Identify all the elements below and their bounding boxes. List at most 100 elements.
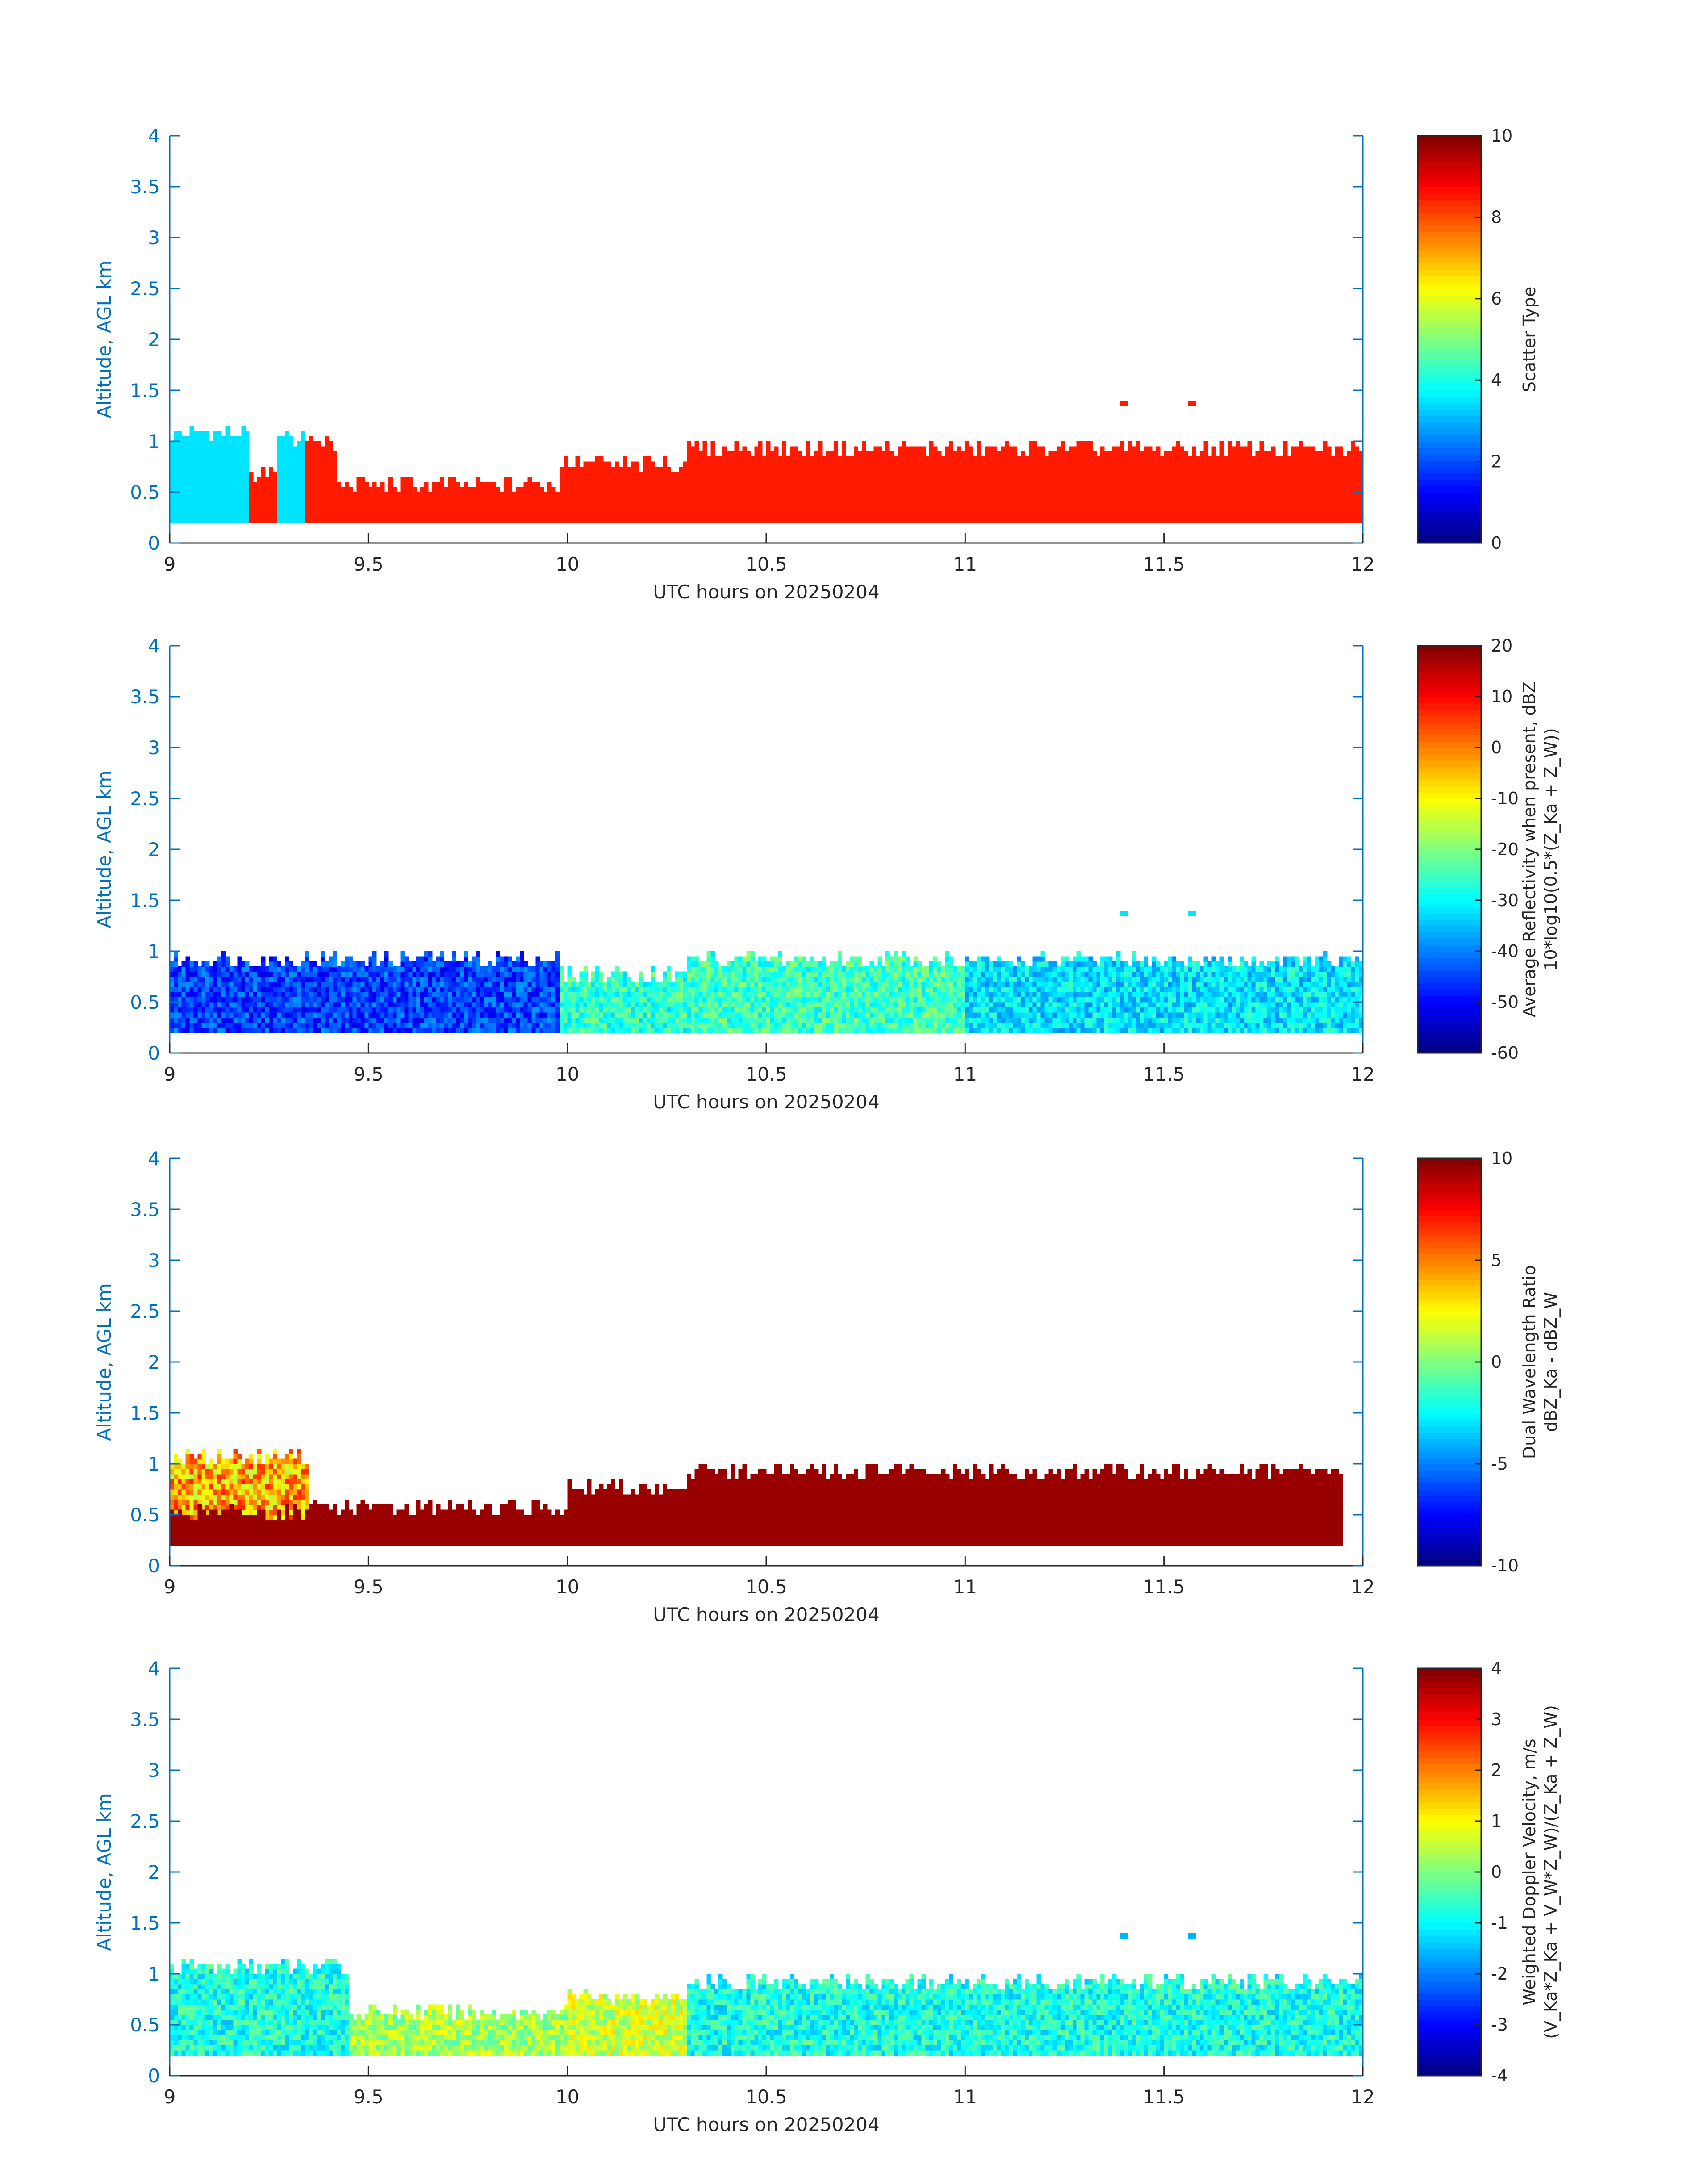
x-tick-label: 11.5 bbox=[1143, 2086, 1185, 2108]
y-tick-label: 1 bbox=[148, 430, 160, 452]
colorbar-sublabel: dBZ_Ka - dBZ_W bbox=[1541, 1292, 1561, 1432]
x-tick-label: 9.5 bbox=[354, 2086, 384, 2108]
y-tick-label: 3 bbox=[148, 227, 160, 249]
x-tick-label: 10 bbox=[555, 1576, 579, 1598]
y-tick-label: 0 bbox=[148, 1042, 160, 1064]
colorbar-label: Weighted Doppler Velocity, m/s bbox=[1520, 1738, 1539, 2005]
colorbar-tick-label: 10 bbox=[1491, 1149, 1512, 1168]
y-tick-label: 3 bbox=[148, 1759, 160, 1781]
colorbar-sublabel: 10*log10(0.5*(Z_Ka + Z_W)) bbox=[1541, 728, 1561, 971]
colorbar: -10 -5 0 5 10 Dual Wavelength Ratio dBZ_Ka - d… bbox=[1417, 1149, 1561, 1575]
y-tick-label: 1.5 bbox=[130, 890, 160, 911]
isolated-pixel bbox=[1120, 1933, 1128, 1939]
y-tick-label: 0 bbox=[148, 1555, 160, 1577]
x-tick-label: 11 bbox=[953, 1576, 977, 1598]
colorbar-tick-label: -60 bbox=[1491, 1043, 1519, 1063]
y-tick-label: 2.5 bbox=[130, 1810, 160, 1832]
isolated-pixel bbox=[1120, 910, 1128, 917]
y-tick-label: 3.5 bbox=[130, 1199, 160, 1220]
colorbar-tick-label: 0 bbox=[1491, 1352, 1502, 1372]
colorbar-label: Dual Wavelength Ratio bbox=[1520, 1265, 1539, 1459]
y-tick-label: 3.5 bbox=[130, 176, 160, 198]
y-tick-label: 1 bbox=[148, 940, 160, 962]
colorbar-tick-label: 0 bbox=[1491, 1862, 1502, 1882]
colorbar: -60 -50 -40 -30 -20 -10 0 10 20 Average Reflectiv… bbox=[1417, 636, 1561, 1063]
x-tick-label: 12 bbox=[1351, 1576, 1374, 1598]
y-tick-label: 3.5 bbox=[130, 686, 160, 708]
y-tick-label: 2 bbox=[148, 1861, 160, 1883]
x-tick-label: 9.5 bbox=[354, 1063, 384, 1085]
y-tick-label: 2.5 bbox=[130, 278, 160, 300]
y-tick-label: 1.5 bbox=[130, 1402, 160, 1424]
x-tick-label: 9 bbox=[164, 1063, 176, 1085]
x-tick-label: 9 bbox=[164, 553, 176, 575]
x-tick-label: 12 bbox=[1351, 1063, 1374, 1085]
colorbar-tick-label: 2 bbox=[1491, 1760, 1502, 1780]
x-tick-label: 11 bbox=[953, 553, 977, 575]
y-tick-label: 4 bbox=[148, 125, 160, 147]
colorbar: -4 -3 -2 -1 0 1 2 3 4 Weighted Doppler Velocity, … bbox=[1417, 1659, 1561, 2085]
colorbar-tick-label: -10 bbox=[1491, 789, 1519, 808]
x-tick-label: 9.5 bbox=[354, 553, 384, 575]
y-tick-label: 2.5 bbox=[130, 1300, 160, 1322]
isolated-pixel bbox=[1188, 910, 1196, 917]
colorbar-tick-label: -2 bbox=[1491, 1964, 1508, 1984]
colorbar-tick-label: 8 bbox=[1491, 207, 1502, 227]
colorbar-tick-label: 10 bbox=[1491, 687, 1512, 706]
y-tick-label: 0.5 bbox=[130, 1504, 160, 1526]
colorbar-tick-label: -10 bbox=[1491, 1556, 1519, 1575]
isolated-pixel bbox=[1188, 400, 1196, 407]
y-tick-label: 0.5 bbox=[130, 481, 160, 503]
colorbar-tick-label: 4 bbox=[1491, 1659, 1502, 1678]
colorbar-tick-label: 3 bbox=[1491, 1709, 1502, 1729]
x-tick-label: 9 bbox=[164, 2086, 176, 2108]
colorbar-tick-label: -4 bbox=[1491, 2066, 1508, 2085]
y-tick-label: 1 bbox=[148, 1963, 160, 1985]
x-tick-label: 10.5 bbox=[745, 1576, 787, 1598]
y-tick-label: 4 bbox=[148, 1658, 160, 1680]
colorbar-tick-label: 10 bbox=[1491, 126, 1512, 146]
x-axis-label: UTC hours on 20250204 bbox=[653, 581, 880, 603]
colorbar-tick-label: 6 bbox=[1491, 289, 1502, 309]
isolated-pixel bbox=[1120, 400, 1128, 407]
colorbar-sublabel: (V_Ka*Z_Ka + V_W*Z_W)/(Z_Ka + Z_W) bbox=[1541, 1705, 1561, 2039]
colorbar-tick-label: -30 bbox=[1491, 890, 1519, 910]
colorbar-tick-label: -50 bbox=[1491, 992, 1519, 1012]
colorbar-tick-label: 0 bbox=[1491, 738, 1502, 757]
colorbar-tick-label: -5 bbox=[1491, 1454, 1508, 1474]
x-tick-label: 10 bbox=[555, 2086, 579, 2108]
x-tick-label: 9.5 bbox=[354, 1576, 384, 1598]
x-tick-label: 10.5 bbox=[745, 1063, 787, 1085]
colorbar-tick-label: 0 bbox=[1491, 533, 1502, 553]
heatmap-cells bbox=[170, 1448, 1344, 1546]
y-tick-label: 0.5 bbox=[130, 991, 160, 1013]
y-axis-label: Altitude, AGL km bbox=[93, 1793, 115, 1951]
colorbar-label: Average Reflectivity when present, dBZ bbox=[1520, 681, 1539, 1017]
y-tick-label: 0.5 bbox=[130, 2014, 160, 2036]
x-tick-label: 11 bbox=[953, 1063, 977, 1085]
x-tick-label: 12 bbox=[1351, 553, 1374, 575]
colorbar-frame bbox=[1417, 135, 1482, 544]
colorbar-tick-label: 20 bbox=[1491, 636, 1512, 656]
y-tick-label: 2 bbox=[148, 1351, 160, 1373]
colorbar: 0 2 4 6 8 10 Scatter Type bbox=[1417, 126, 1539, 553]
colorbar-tick-label: -20 bbox=[1491, 840, 1519, 859]
x-tick-label: 11.5 bbox=[1143, 553, 1185, 575]
colorbar-label: Scatter Type bbox=[1520, 287, 1539, 392]
x-tick-label: 10 bbox=[555, 553, 579, 575]
x-axis-label: UTC hours on 20250204 bbox=[653, 1604, 880, 1625]
y-tick-label: 2.5 bbox=[130, 788, 160, 810]
colorbar-tick-label: -40 bbox=[1491, 941, 1519, 961]
x-axis-label: UTC hours on 20250204 bbox=[653, 1091, 880, 1113]
x-tick-label: 12 bbox=[1351, 2086, 1374, 2108]
colorbar-tick-label: -3 bbox=[1491, 2015, 1508, 2035]
x-tick-label: 9 bbox=[164, 1576, 176, 1598]
x-tick-label: 10.5 bbox=[745, 553, 787, 575]
x-tick-label: 11 bbox=[953, 2086, 977, 2108]
colorbar-tick-label: 4 bbox=[1491, 370, 1502, 390]
